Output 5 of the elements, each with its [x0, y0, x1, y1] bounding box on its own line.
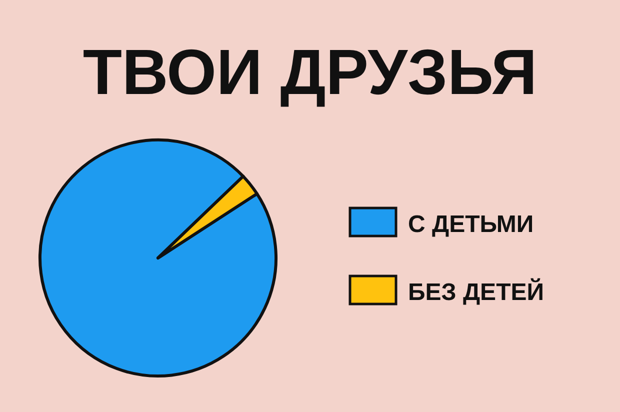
legend-label: С ДЕТЬМИ — [408, 211, 534, 238]
legend-label: БЕЗ ДЕТЕЙ — [408, 278, 544, 306]
chart-title: ТВОИ ДРУЗЬЯ — [82, 36, 538, 108]
pie-slice — [38, 138, 278, 378]
pie-slice — [156, 174, 258, 260]
